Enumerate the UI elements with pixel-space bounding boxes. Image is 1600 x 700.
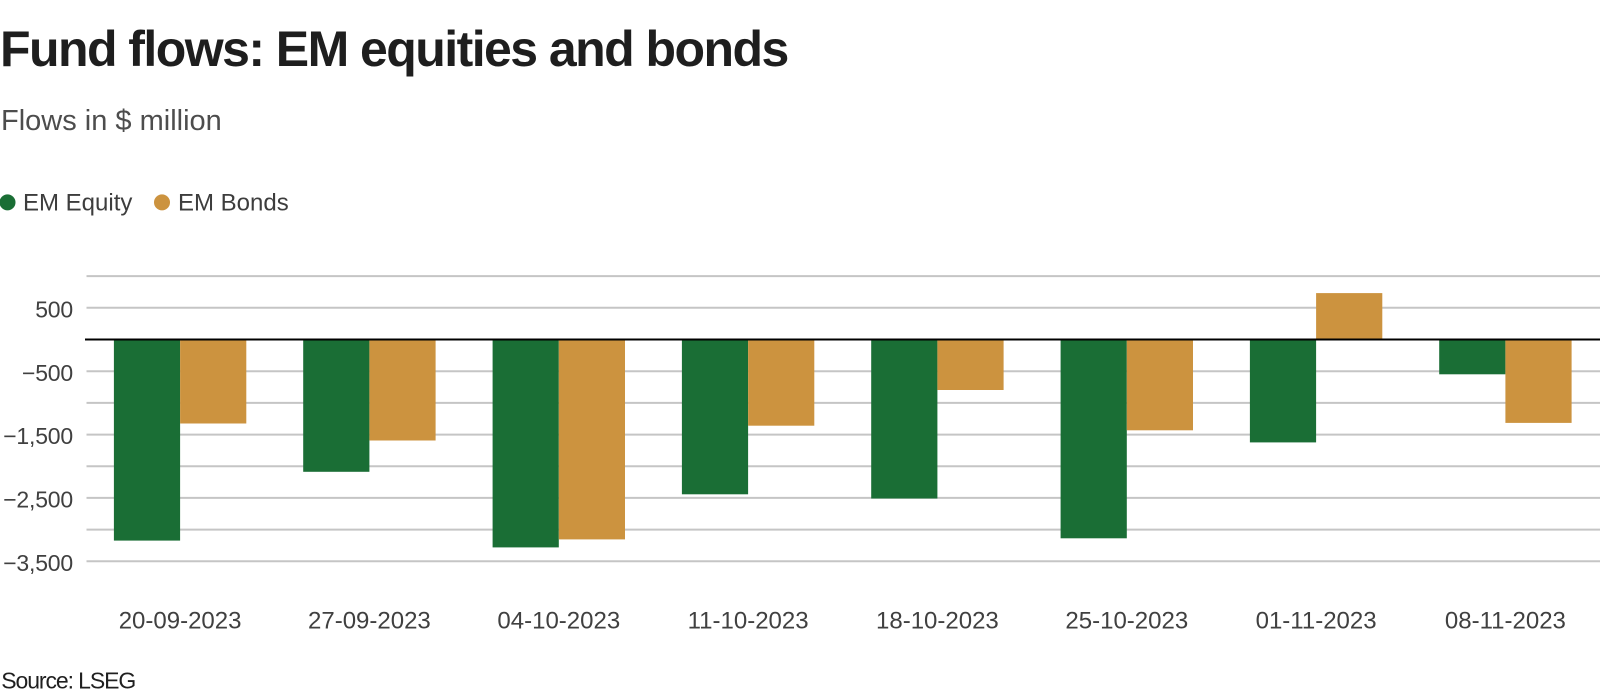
svg-text:25-10-2023: 25-10-2023 [1065,607,1188,634]
svg-text:−2,500: −2,500 [3,487,73,513]
svg-text:−1,500: −1,500 [3,423,73,449]
svg-text:500: 500 [35,296,73,322]
svg-text:EM Bonds: EM Bonds [178,190,289,217]
svg-text:Flows in $ million: Flows in $ million [1,105,222,137]
svg-text:Fund flows: EM equities and bo: Fund flows: EM equities and bonds [0,21,788,77]
svg-text:Source: LSEG: Source: LSEG [1,667,135,693]
svg-text:11-10-2023: 11-10-2023 [688,607,809,634]
svg-text:−500: −500 [22,360,73,386]
svg-text:−3,500: −3,500 [3,550,73,576]
svg-text:27-09-2023: 27-09-2023 [308,607,431,634]
svg-text:08-11-2023: 08-11-2023 [1445,607,1566,634]
svg-text:01-11-2023: 01-11-2023 [1256,607,1377,634]
svg-text:04-10-2023: 04-10-2023 [497,607,620,634]
svg-text:20-09-2023: 20-09-2023 [119,607,242,634]
svg-text:18-10-2023: 18-10-2023 [876,607,999,634]
svg-text:EM Equity: EM Equity [23,190,132,217]
